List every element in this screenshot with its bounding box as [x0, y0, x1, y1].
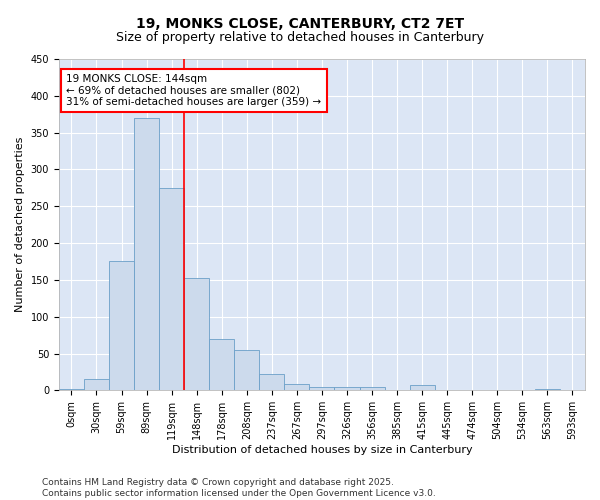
- Bar: [159, 188, 184, 390]
- Text: Contains HM Land Registry data © Crown copyright and database right 2025.
Contai: Contains HM Land Registry data © Crown c…: [42, 478, 436, 498]
- Text: Size of property relative to detached houses in Canterbury: Size of property relative to detached ho…: [116, 31, 484, 44]
- Bar: [284, 384, 310, 390]
- Bar: [334, 386, 359, 390]
- Bar: [184, 278, 209, 390]
- Y-axis label: Number of detached properties: Number of detached properties: [15, 137, 25, 312]
- Text: 19 MONKS CLOSE: 144sqm
← 69% of detached houses are smaller (802)
31% of semi-de: 19 MONKS CLOSE: 144sqm ← 69% of detached…: [67, 74, 322, 107]
- Bar: [310, 386, 334, 390]
- Bar: [234, 350, 259, 391]
- Bar: [109, 262, 134, 390]
- X-axis label: Distribution of detached houses by size in Canterbury: Distribution of detached houses by size …: [172, 445, 472, 455]
- Bar: [535, 389, 560, 390]
- Bar: [134, 118, 159, 390]
- Text: 19, MONKS CLOSE, CANTERBURY, CT2 7ET: 19, MONKS CLOSE, CANTERBURY, CT2 7ET: [136, 18, 464, 32]
- Bar: [59, 389, 84, 390]
- Bar: [359, 386, 385, 390]
- Bar: [259, 374, 284, 390]
- Bar: [410, 385, 434, 390]
- Bar: [209, 339, 234, 390]
- Bar: [84, 380, 109, 390]
